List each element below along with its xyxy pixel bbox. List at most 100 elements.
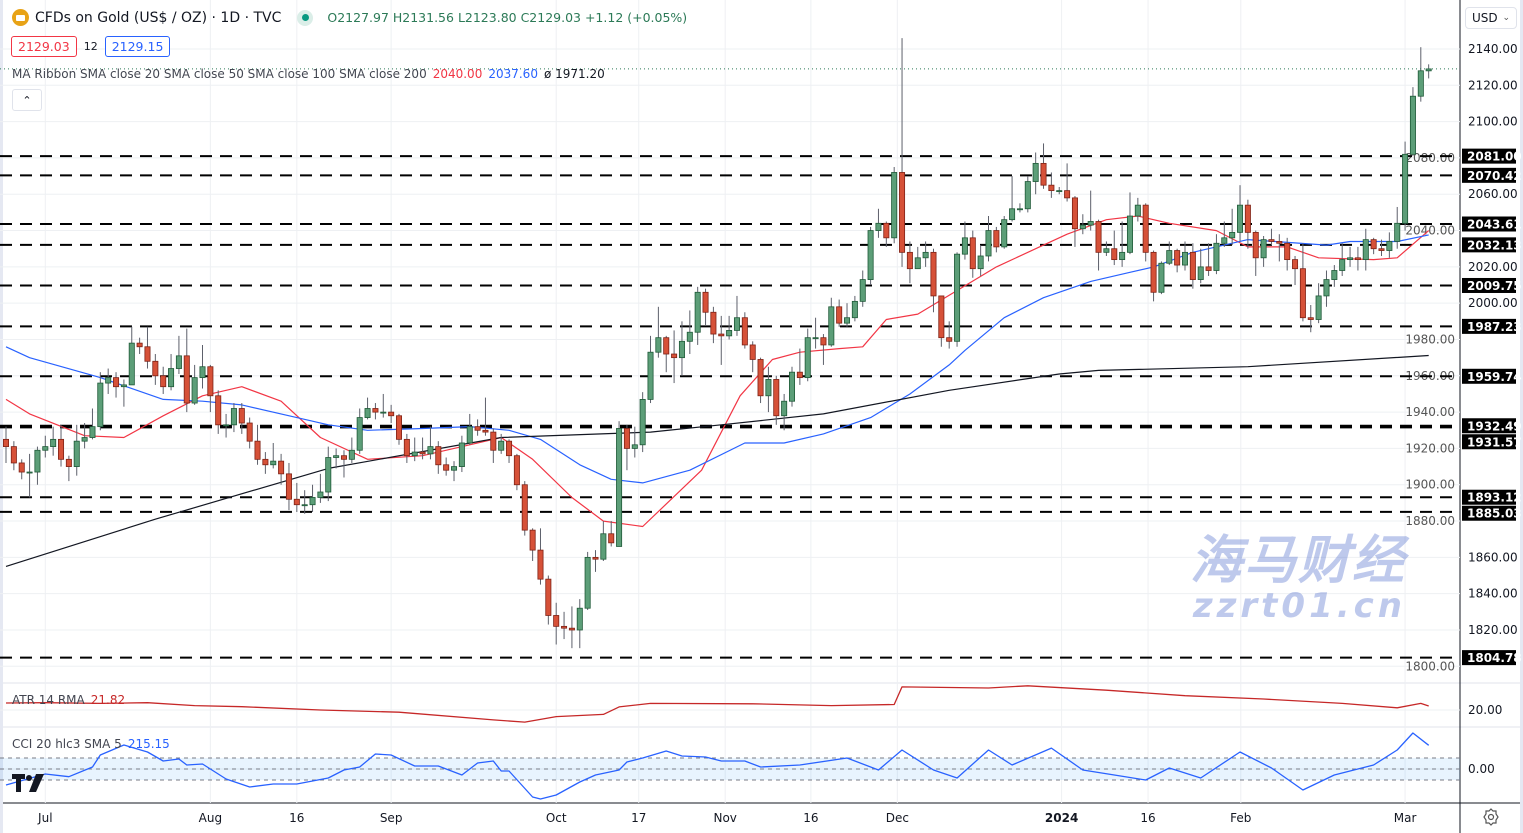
candle-up[interactable] [73, 440, 80, 467]
candle-down[interactable] [340, 455, 347, 460]
candle-up[interactable] [1386, 241, 1393, 251]
candle-down[interactable] [207, 366, 214, 397]
candle-down[interactable] [1276, 241, 1283, 244]
candle-up[interactable] [223, 424, 230, 427]
candle-up[interactable] [1182, 251, 1189, 266]
candle-up[interactable] [128, 342, 135, 386]
candle-up[interactable] [26, 471, 33, 474]
candle-down[interactable] [238, 408, 245, 424]
candle-down[interactable] [113, 377, 120, 388]
settings-gear-icon[interactable] [1482, 808, 1500, 826]
candle-up[interactable] [726, 330, 733, 337]
candle-up[interactable] [875, 222, 882, 231]
candle-down[interactable] [443, 464, 450, 471]
candle-up[interactable] [789, 371, 796, 402]
candle-down[interactable] [820, 337, 827, 346]
candle-up[interactable] [733, 317, 740, 331]
candle-up[interactable] [851, 300, 858, 319]
candle-down[interactable] [482, 429, 489, 433]
candle-down[interactable] [1378, 248, 1385, 251]
candle-down[interactable] [1150, 251, 1157, 293]
candle-up[interactable] [89, 426, 96, 438]
candle-up[interactable] [1024, 181, 1031, 210]
candle-down[interactable] [18, 462, 25, 473]
candle-up[interactable] [364, 408, 371, 418]
candle-down[interactable] [1292, 259, 1299, 270]
candle-up[interactable] [1016, 208, 1023, 211]
candle-up[interactable] [616, 428, 623, 547]
candle-up[interactable] [647, 351, 654, 400]
candle-up[interactable] [977, 255, 984, 270]
candle-up[interactable] [631, 444, 638, 449]
candle-down[interactable] [749, 344, 756, 360]
symbol-title[interactable]: CFDs on Gold (US$ / OZ) · 1D · TVC [35, 9, 282, 26]
candle-up[interactable] [804, 337, 811, 379]
candle-down[interactable] [930, 251, 937, 297]
candle-down[interactable] [906, 251, 913, 270]
candle-up[interactable] [1221, 237, 1228, 244]
candle-up[interactable] [325, 457, 332, 493]
candle-down[interactable] [1284, 242, 1291, 261]
candle-down[interactable] [946, 337, 953, 342]
candle-down[interactable] [513, 455, 520, 486]
candle-up[interactable] [1260, 239, 1267, 259]
candle-up[interactable] [309, 497, 316, 506]
candle-up[interactable] [1213, 242, 1220, 271]
candle-up[interactable] [427, 446, 434, 455]
candle-up[interactable] [301, 504, 308, 507]
candle-up[interactable] [1331, 270, 1338, 280]
candle-up[interactable] [1347, 257, 1354, 261]
candle-down[interactable] [969, 237, 976, 270]
candle-down[interactable] [58, 438, 65, 460]
candle-up[interactable] [348, 449, 355, 460]
candle-up[interactable] [828, 306, 835, 346]
candle-down[interactable] [215, 395, 222, 426]
candle-down[interactable] [883, 222, 890, 239]
candle-up[interactable] [686, 331, 693, 342]
candle-up[interactable] [333, 455, 340, 458]
candle-up[interactable] [34, 449, 41, 473]
collapse-legend-button[interactable]: ⌃ [12, 89, 42, 111]
candle-up[interactable] [451, 466, 458, 471]
candle-down[interactable] [718, 333, 725, 337]
candle-down[interactable] [395, 415, 402, 440]
candle-down[interactable] [1307, 317, 1314, 320]
candle-up[interactable] [1197, 266, 1204, 280]
candle-down[interactable] [710, 311, 717, 335]
candle-down[interactable] [592, 556, 599, 560]
candle-up[interactable] [1315, 295, 1322, 320]
candle-up[interactable] [1362, 239, 1369, 261]
candle-up[interactable] [120, 384, 127, 388]
candle-down[interactable] [545, 578, 552, 616]
candle-up[interactable] [765, 379, 772, 397]
candle-up[interactable] [1079, 224, 1086, 230]
candle-down[interactable] [1040, 162, 1047, 186]
candle-down[interactable] [1064, 190, 1071, 199]
candle-down[interactable] [608, 533, 615, 544]
candle-down[interactable] [435, 446, 442, 466]
candle-up[interactable] [1323, 279, 1330, 297]
candle-down[interactable] [246, 422, 253, 442]
candle-up[interactable] [1009, 208, 1016, 221]
candle-up[interactable] [1237, 204, 1244, 233]
candle-up[interactable] [1103, 248, 1110, 253]
candle-down[interactable] [537, 549, 544, 580]
candle-down[interactable] [553, 615, 560, 627]
candle-up[interactable] [317, 491, 324, 498]
candle-down[interactable] [262, 458, 269, 466]
buy-price-button[interactable]: 2129.15 [104, 36, 171, 57]
candle-down[interactable] [152, 360, 159, 377]
candle-down[interactable] [1048, 184, 1055, 192]
candle-down[interactable] [183, 355, 190, 404]
candle-up[interactable] [498, 440, 505, 451]
candle-up[interactable] [411, 451, 418, 457]
candle-up[interactable] [961, 237, 968, 255]
candle-down[interactable] [1205, 266, 1212, 271]
candle-down[interactable] [1268, 239, 1275, 242]
candle-down[interactable] [521, 484, 528, 531]
candle-down[interactable] [1142, 204, 1149, 253]
candle-up[interactable] [466, 426, 473, 444]
candle-down[interactable] [993, 230, 1000, 248]
candle-down[interactable] [671, 353, 678, 359]
candle-up[interactable] [356, 417, 363, 451]
